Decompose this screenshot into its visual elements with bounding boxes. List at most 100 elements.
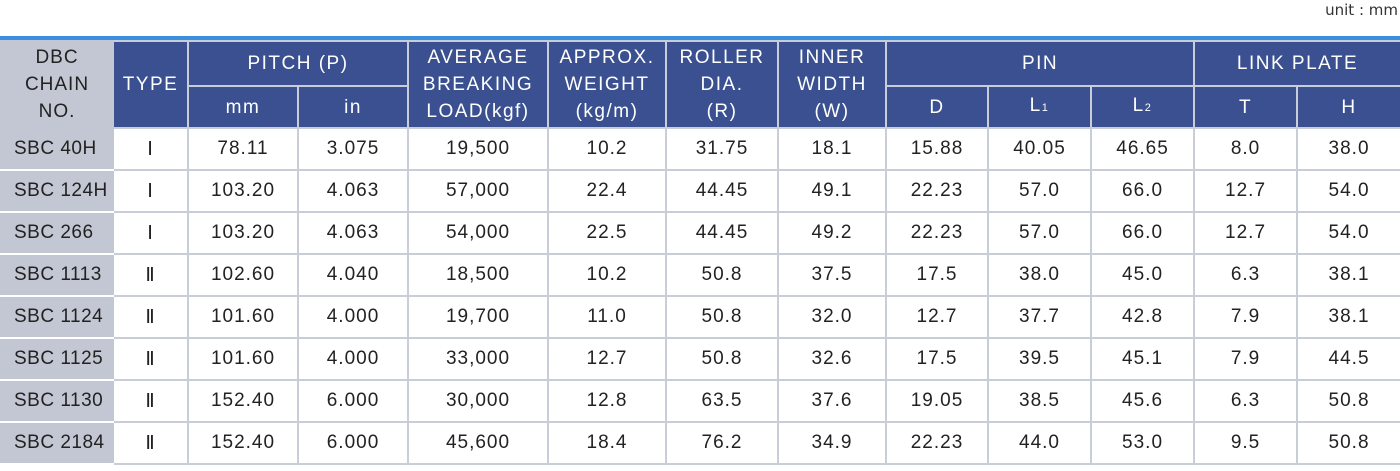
unit-label: unit : mm (1325, 1, 1398, 19)
table-row: SBC 124H Ⅰ 103.20 4.063 57,000 22.4 44.45 49.1 2… (0, 169, 1400, 213)
header-weight: APPROX. WEIGHT (kg/m) (547, 40, 668, 129)
table-row: SBC 1125 Ⅱ 101.60 4.000 33,000 12.7 50.8 32.6 17… (0, 337, 1400, 381)
table-row: SBC 2184 Ⅱ 152.40 6.000 45,600 18.4 76.2 34.9 22… (0, 421, 1400, 465)
cell-pitch-in: 4.040 (296, 253, 410, 297)
cell-pin-l2: 45.1 (1090, 337, 1196, 381)
cell-type: Ⅱ (112, 253, 189, 297)
header-breaking-load: AVERAGE BREAKING LOAD(kgf) (407, 40, 550, 129)
cell-chain-no: SBC 1113 (0, 253, 114, 297)
cell-pitch-in: 6.000 (296, 379, 410, 423)
header-roller-dia: ROLLER DIA. (R) (665, 40, 780, 129)
cell-type: Ⅱ (112, 295, 189, 339)
header-link-plate: LINK PLATE (1193, 40, 1400, 87)
cell-pitch-in: 4.000 (296, 295, 410, 339)
header-link-t: T (1193, 85, 1299, 129)
cell-pin-l2: 53.0 (1090, 421, 1196, 465)
table-row: SBC 266 Ⅰ 103.20 4.063 54,000 22.5 44.45 49.2 22… (0, 211, 1400, 255)
header-pitch-mm: mm (187, 85, 299, 129)
table-row: SBC 1124 Ⅱ 101.60 4.000 19,700 11.0 50.8 32.0 12… (0, 295, 1400, 339)
cell-breaking-load: 19,700 (407, 295, 550, 339)
cell-roller-dia: 44.45 (665, 211, 780, 255)
header-pin-l1: L1 (987, 85, 1093, 129)
cell-breaking-load: 54,000 (407, 211, 550, 255)
cell-pin-d: 19.05 (885, 379, 990, 423)
cell-link-h: 38.1 (1296, 253, 1400, 297)
cell-type: Ⅱ (112, 379, 189, 423)
cell-pitch-mm: 103.20 (187, 211, 299, 255)
cell-link-h: 50.8 (1296, 421, 1400, 465)
cell-pin-l1: 57.0 (987, 211, 1093, 255)
header-type: TYPE (112, 40, 189, 129)
cell-weight: 22.4 (547, 169, 668, 213)
cell-link-h: 50.8 (1296, 379, 1400, 423)
cell-type: Ⅰ (112, 127, 189, 171)
cell-pitch-mm: 103.20 (187, 169, 299, 213)
cell-pin-d: 22.23 (885, 421, 990, 465)
cell-weight: 11.0 (547, 295, 668, 339)
cell-link-t: 12.7 (1193, 169, 1299, 213)
cell-chain-no: SBC 1124 (0, 295, 114, 339)
cell-link-t: 7.9 (1193, 337, 1299, 381)
cell-chain-no: SBC 2184 (0, 421, 114, 465)
cell-pin-d: 17.5 (885, 253, 990, 297)
header-row-sub: mm in D L1 L2 T H (1, 85, 1400, 129)
cell-pitch-mm: 101.60 (187, 295, 299, 339)
cell-link-h: 54.0 (1296, 211, 1400, 255)
cell-pin-d: 17.5 (885, 337, 990, 381)
cell-pin-d: 12.7 (885, 295, 990, 339)
cell-pitch-in: 4.063 (296, 211, 410, 255)
cell-pin-l2: 42.8 (1090, 295, 1196, 339)
cell-link-t: 7.9 (1193, 295, 1299, 339)
header-pin: PIN (885, 40, 1196, 87)
header-chain-no: DBC CHAIN NO. (0, 40, 114, 129)
table-row: SBC 40H Ⅰ 78.11 3.075 19,500 10.2 31.75 18.1 15.… (0, 127, 1400, 171)
cell-inner-width: 32.0 (777, 295, 888, 339)
table-row: SBC 1130 Ⅱ 152.40 6.000 30,000 12.8 63.5 37.6 19… (0, 379, 1400, 423)
cell-inner-width: 37.6 (777, 379, 888, 423)
cell-pitch-in: 4.000 (296, 337, 410, 381)
cell-pin-l2: 45.0 (1090, 253, 1196, 297)
cell-roller-dia: 63.5 (665, 379, 780, 423)
cell-pin-l1: 40.05 (987, 127, 1093, 171)
cell-pitch-mm: 152.40 (187, 421, 299, 465)
cell-pin-d: 15.88 (885, 127, 990, 171)
cell-pitch-in: 6.000 (296, 421, 410, 465)
header-pin-d: D (885, 85, 990, 129)
cell-pitch-in: 3.075 (296, 127, 410, 171)
header-pitch: PITCH (P) (186, 40, 410, 87)
cell-inner-width: 37.5 (777, 253, 888, 297)
cell-pin-l2: 66.0 (1090, 169, 1196, 213)
chain-spec-table: DBC CHAIN NO. TYPE PITCH (P) AVERAGE BRE… (0, 40, 1400, 465)
cell-type: Ⅰ (112, 169, 189, 213)
cell-pin-l2: 66.0 (1090, 211, 1196, 255)
cell-pin-l1: 44.0 (987, 421, 1093, 465)
cell-weight: 12.8 (547, 379, 668, 423)
header-pitch-in: in (296, 85, 410, 129)
cell-pin-l1: 38.5 (987, 379, 1093, 423)
cell-pin-l1: 38.0 (987, 253, 1093, 297)
cell-chain-no: SBC 1130 (0, 379, 114, 423)
cell-pin-l1: 37.7 (987, 295, 1093, 339)
cell-pitch-mm: 101.60 (187, 337, 299, 381)
header-inner-width: INNER WIDTH (W) (777, 40, 888, 129)
cell-chain-no: SBC 266 (0, 211, 114, 255)
cell-pitch-mm: 102.60 (187, 253, 299, 297)
cell-link-t: 9.5 (1193, 421, 1299, 465)
cell-pin-l2: 46.65 (1090, 127, 1196, 171)
cell-link-h: 38.1 (1296, 295, 1400, 339)
cell-roller-dia: 50.8 (665, 295, 780, 339)
cell-chain-no: SBC 124H (0, 169, 114, 213)
cell-inner-width: 32.6 (777, 337, 888, 381)
cell-link-t: 6.3 (1193, 379, 1299, 423)
cell-weight: 18.4 (547, 421, 668, 465)
cell-roller-dia: 50.8 (665, 253, 780, 297)
cell-roller-dia: 50.8 (665, 337, 780, 381)
cell-breaking-load: 57,000 (407, 169, 550, 213)
cell-chain-no: SBC 1125 (0, 337, 114, 381)
cell-pitch-in: 4.063 (296, 169, 410, 213)
cell-inner-width: 18.1 (777, 127, 888, 171)
cell-inner-width: 34.9 (777, 421, 888, 465)
cell-link-h: 44.5 (1296, 337, 1400, 381)
cell-pitch-mm: 78.11 (187, 127, 299, 171)
cell-pin-l1: 39.5 (987, 337, 1093, 381)
